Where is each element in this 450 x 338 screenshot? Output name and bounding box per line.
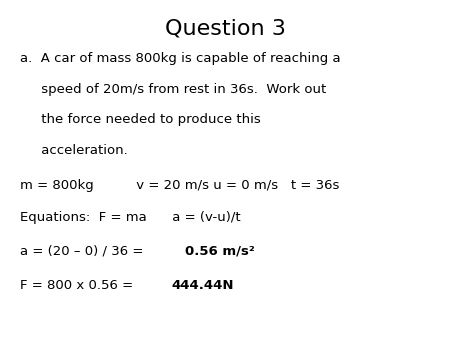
Text: 444.44N: 444.44N [172, 279, 234, 292]
Text: a = (20 – 0) / 36 =: a = (20 – 0) / 36 = [20, 244, 148, 257]
Text: the force needed to produce this: the force needed to produce this [20, 113, 261, 126]
Text: Equations:  F = ma      a = (v-u)/t: Equations: F = ma a = (v-u)/t [20, 211, 241, 224]
Text: m = 800kg          v = 20 m/s u = 0 m/s   t = 36s: m = 800kg v = 20 m/s u = 0 m/s t = 36s [20, 179, 340, 192]
Text: F = 800 x 0.56 =: F = 800 x 0.56 = [20, 279, 138, 292]
Text: acceleration.: acceleration. [20, 144, 128, 156]
Text: 0.56 m/s²: 0.56 m/s² [185, 244, 255, 257]
Text: a.  A car of mass 800kg is capable of reaching a: a. A car of mass 800kg is capable of rea… [20, 52, 341, 65]
Text: Question 3: Question 3 [165, 19, 285, 39]
Text: speed of 20m/s from rest in 36s.  Work out: speed of 20m/s from rest in 36s. Work ou… [20, 83, 327, 96]
